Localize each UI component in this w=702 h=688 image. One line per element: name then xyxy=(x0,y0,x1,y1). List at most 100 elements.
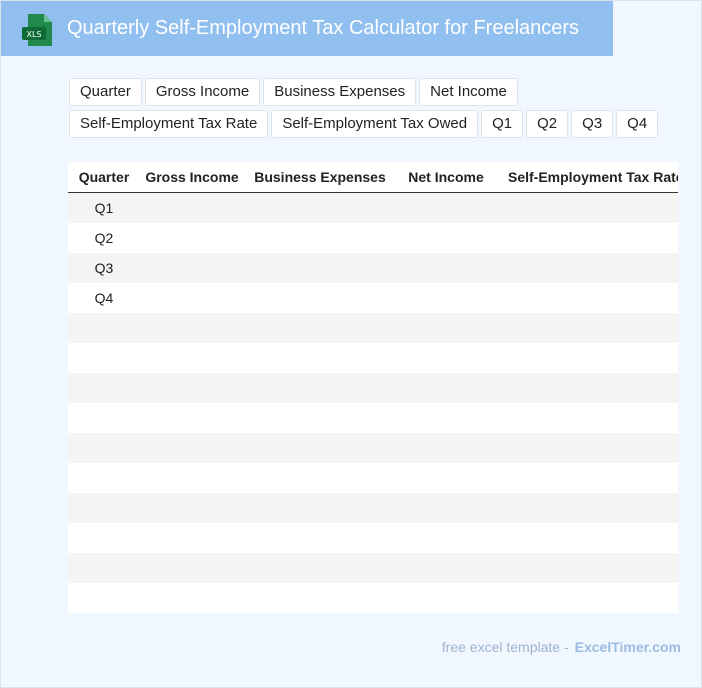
cell-quarter[interactable] xyxy=(70,463,138,493)
cell-quarter[interactable]: Q4 xyxy=(70,283,138,313)
cell-net-income[interactable] xyxy=(394,433,498,463)
chip-gross-income[interactable]: Gross Income xyxy=(144,78,261,106)
row-index: 0 xyxy=(68,493,70,523)
chip-q3[interactable]: Q3 xyxy=(571,110,614,138)
cell-business-expenses[interactable] xyxy=(246,523,394,553)
chip-q2[interactable]: Q2 xyxy=(526,110,569,138)
page-header: XLS Quarterly Self-Employment Tax Calcul… xyxy=(1,1,613,56)
cell-business-expenses[interactable] xyxy=(246,433,394,463)
cell-gross-income[interactable] xyxy=(138,583,246,613)
cell-self-employment-tax-rate[interactable] xyxy=(498,253,678,283)
cell-quarter[interactable] xyxy=(70,583,138,613)
cell-net-income[interactable] xyxy=(394,313,498,343)
table-row: 2Q3 xyxy=(68,253,678,283)
column-header-quarter[interactable]: Quarter xyxy=(70,162,138,193)
cell-gross-income[interactable] xyxy=(138,463,246,493)
cell-quarter[interactable] xyxy=(70,373,138,403)
cell-business-expenses[interactable] xyxy=(246,463,394,493)
cell-net-income[interactable] xyxy=(394,253,498,283)
cell-self-employment-tax-rate[interactable] xyxy=(498,583,678,613)
cell-business-expenses[interactable] xyxy=(246,583,394,613)
chip-net-income[interactable]: Net Income xyxy=(419,78,518,106)
cell-quarter[interactable]: Q2 xyxy=(70,223,138,253)
cell-quarter[interactable]: Q1 xyxy=(70,192,138,223)
cell-quarter[interactable] xyxy=(70,433,138,463)
cell-business-expenses[interactable] xyxy=(246,343,394,373)
cell-net-income[interactable] xyxy=(394,583,498,613)
svg-text:XLS: XLS xyxy=(26,30,41,39)
cell-self-employment-tax-rate[interactable] xyxy=(498,192,678,223)
cell-net-income[interactable] xyxy=(394,403,498,433)
cell-self-employment-tax-rate[interactable] xyxy=(498,553,678,583)
cell-business-expenses[interactable] xyxy=(246,313,394,343)
chip-quarter[interactable]: Quarter xyxy=(69,78,142,106)
cell-gross-income[interactable] xyxy=(138,493,246,523)
cell-gross-income[interactable] xyxy=(138,283,246,313)
cell-quarter[interactable] xyxy=(70,403,138,433)
cell-business-expenses[interactable] xyxy=(246,493,394,523)
chip-q4[interactable]: Q4 xyxy=(616,110,659,138)
cell-business-expenses[interactable] xyxy=(246,283,394,313)
cell-gross-income[interactable] xyxy=(138,192,246,223)
cell-business-expenses[interactable] xyxy=(246,373,394,403)
cell-quarter[interactable] xyxy=(70,553,138,583)
cell-self-employment-tax-rate[interactable] xyxy=(498,373,678,403)
cell-gross-income[interactable] xyxy=(138,553,246,583)
chip-self-employment-tax-rate[interactable]: Self-Employment Tax Rate xyxy=(69,110,269,138)
cell-gross-income[interactable] xyxy=(138,253,246,283)
cell-gross-income[interactable] xyxy=(138,523,246,553)
cell-self-employment-tax-rate[interactable] xyxy=(498,223,678,253)
index-header xyxy=(68,162,70,193)
cell-gross-income[interactable] xyxy=(138,223,246,253)
data-table: Quarter Gross Income Business Expenses N… xyxy=(68,162,678,613)
cell-net-income[interactable] xyxy=(394,343,498,373)
cell-net-income[interactable] xyxy=(394,283,498,313)
cell-self-employment-tax-rate[interactable] xyxy=(498,433,678,463)
cell-business-expenses[interactable] xyxy=(246,403,394,433)
cell-self-employment-tax-rate[interactable] xyxy=(498,463,678,493)
cell-self-employment-tax-rate[interactable] xyxy=(498,343,678,373)
cell-gross-income[interactable] xyxy=(138,343,246,373)
cell-business-expenses[interactable] xyxy=(246,223,394,253)
cell-self-employment-tax-rate[interactable] xyxy=(498,313,678,343)
cell-gross-income[interactable] xyxy=(138,373,246,403)
chip-business-expenses[interactable]: Business Expenses xyxy=(263,78,417,106)
column-chip-row-1: Quarter Gross Income Business Expenses N… xyxy=(69,78,518,106)
column-header-gross-income[interactable]: Gross Income xyxy=(138,162,246,193)
cell-quarter[interactable] xyxy=(70,313,138,343)
cell-self-employment-tax-rate[interactable] xyxy=(498,523,678,553)
cell-net-income[interactable] xyxy=(394,223,498,253)
cell-quarter[interactable] xyxy=(70,523,138,553)
excel-file-icon: XLS xyxy=(22,14,52,46)
cell-self-employment-tax-rate[interactable] xyxy=(498,493,678,523)
cell-business-expenses[interactable] xyxy=(246,192,394,223)
table-row: 2 xyxy=(68,553,678,583)
cell-quarter[interactable]: Q3 xyxy=(70,253,138,283)
cell-net-income[interactable] xyxy=(394,192,498,223)
row-index: 8 xyxy=(68,433,70,463)
column-header-net-income[interactable]: Net Income xyxy=(394,162,498,193)
cell-gross-income[interactable] xyxy=(138,433,246,463)
cell-quarter[interactable] xyxy=(70,493,138,523)
cell-self-employment-tax-rate[interactable] xyxy=(498,283,678,313)
cell-net-income[interactable] xyxy=(394,493,498,523)
cell-gross-income[interactable] xyxy=(138,313,246,343)
row-index: 2 xyxy=(68,553,70,583)
cell-gross-income[interactable] xyxy=(138,403,246,433)
cell-net-income[interactable] xyxy=(394,523,498,553)
cell-business-expenses[interactable] xyxy=(246,253,394,283)
row-index: 7 xyxy=(68,403,70,433)
cell-business-expenses[interactable] xyxy=(246,553,394,583)
chip-q1[interactable]: Q1 xyxy=(481,110,524,138)
footer-brand-link[interactable]: ExcelTimer.com xyxy=(574,639,681,655)
cell-net-income[interactable] xyxy=(394,553,498,583)
column-header-business-expenses[interactable]: Business Expenses xyxy=(246,162,394,193)
row-index: 3 xyxy=(68,283,70,313)
chip-self-employment-tax-owed[interactable]: Self-Employment Tax Owed xyxy=(271,110,479,138)
cell-self-employment-tax-rate[interactable] xyxy=(498,403,678,433)
column-header-self-employment-tax-rate[interactable]: Self-Employment Tax Rate xyxy=(498,162,678,193)
row-index: 6 xyxy=(68,373,70,403)
cell-net-income[interactable] xyxy=(394,373,498,403)
cell-quarter[interactable] xyxy=(70,343,138,373)
cell-net-income[interactable] xyxy=(394,463,498,493)
